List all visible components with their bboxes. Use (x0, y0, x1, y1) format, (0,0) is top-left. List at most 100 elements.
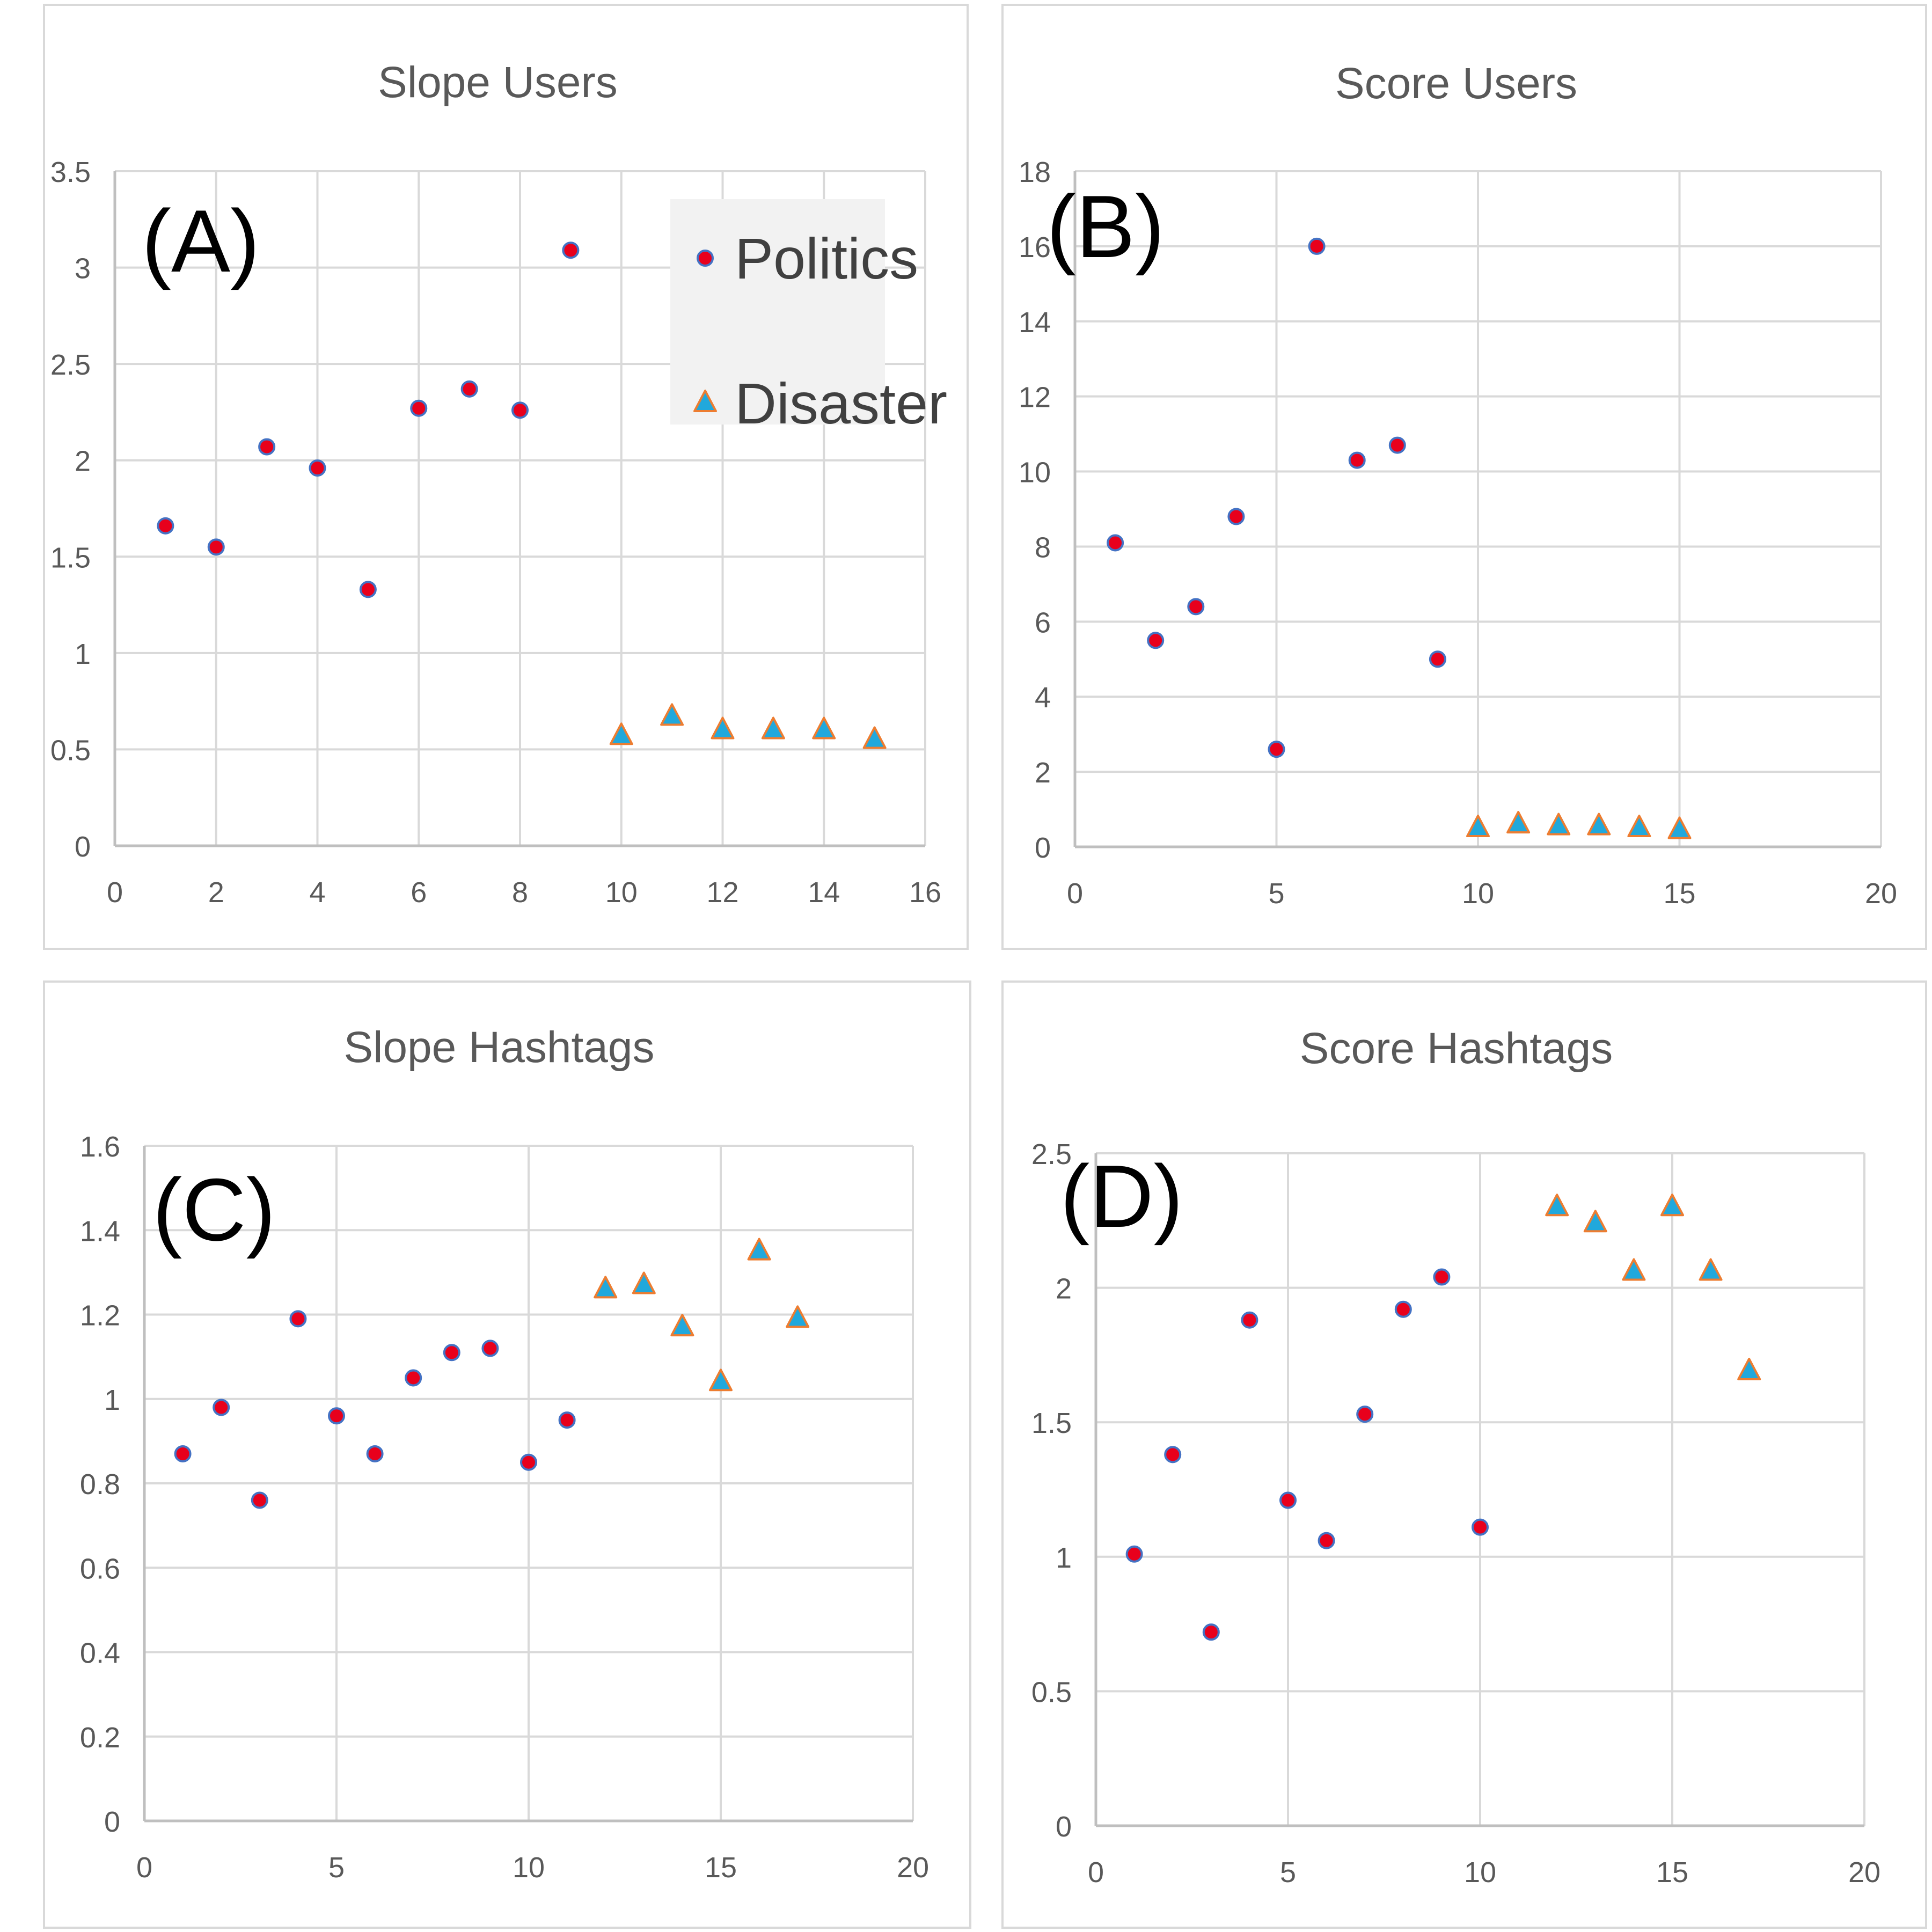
data-point (786, 1305, 810, 1328)
data-point (1699, 1258, 1723, 1281)
data-point (213, 1399, 230, 1416)
y-tick-label: 10 (1019, 457, 1051, 489)
y-tick-label: 2.5 (1031, 1138, 1072, 1170)
chart-panel-c: 0 0.2 0.4 0.6 0.8 1 1.2 1.4 1.6 0 5 10 15 20 Slope Has… (43, 980, 971, 1929)
y-tick-label: 0.4 (80, 1637, 120, 1670)
y-tick-label: 8 (1035, 531, 1051, 564)
data-point (1547, 813, 1571, 836)
data-point (1660, 1194, 1684, 1217)
series-disaster (1545, 1194, 1761, 1380)
data-point (1318, 1532, 1335, 1549)
x-tick-label: 15 (1663, 877, 1695, 910)
data-point (660, 703, 684, 726)
y-tick-label: 0 (104, 1806, 120, 1838)
x-tick-label: 14 (808, 876, 840, 909)
y-tick-label: 0 (75, 831, 91, 863)
chart-b-svg: 0 2 4 6 8 10 12 14 16 18 0 5 10 15 20 Score Users (B) (1019, 59, 1897, 910)
panel-letter: (B) (1046, 177, 1165, 276)
y-tick-label: 1 (1056, 1542, 1072, 1574)
x-tick-label: 10 (1462, 877, 1494, 910)
x-tick-label: 0 (1088, 1856, 1104, 1889)
x-tick-label: 15 (1656, 1856, 1688, 1889)
data-point (862, 726, 887, 749)
y-tick-label: 0.5 (50, 734, 91, 766)
x-tick-label: 10 (1464, 1856, 1496, 1889)
data-point (761, 716, 785, 740)
data-point (711, 716, 735, 740)
legend-label: Disaster (735, 371, 947, 436)
x-tick-label: 20 (897, 1851, 929, 1884)
data-point (366, 1445, 384, 1462)
x-tick-label: 5 (1268, 877, 1284, 910)
y-tick-label: 0 (1035, 832, 1051, 864)
chart-d-svg: 0 0.5 1 1.5 2 2.5 0 5 10 15 20 Score Hashtags (D) (1031, 1024, 1880, 1889)
data-point (1388, 436, 1406, 454)
data-point (309, 459, 326, 477)
data-point (1394, 1300, 1412, 1318)
chart-panel-a: 0 0.5 1 1.5 2 2.5 3 3.5 0 2 4 6 8 10 12 14 16 Slope Users… (43, 4, 969, 950)
y-tick-label: 3.5 (50, 156, 91, 188)
data-point (1187, 598, 1205, 616)
data-point (1583, 1210, 1607, 1233)
x-tick-label: 0 (1067, 877, 1083, 910)
x-tick-label: 16 (909, 876, 941, 909)
data-point (481, 1340, 499, 1357)
data-point (359, 581, 377, 598)
data-point (1147, 632, 1165, 649)
y-tick-label: 2 (1056, 1273, 1072, 1305)
x-tick-label: 5 (328, 1851, 345, 1884)
y-tick-label: 0.5 (1031, 1676, 1072, 1708)
panel-letter: (C) (152, 1160, 275, 1259)
data-point (1241, 1311, 1258, 1329)
data-point (1667, 816, 1692, 839)
y-tick-label: 0 (1056, 1811, 1072, 1843)
data-point (460, 380, 478, 398)
data-point (258, 438, 276, 456)
chart-a-svg: 0 0.5 1 1.5 2 2.5 3 3.5 0 2 4 6 8 10 12 14 16 Slope Users… (50, 58, 947, 909)
chart-title: Slope Users (378, 58, 618, 107)
series-politics (1107, 237, 1446, 758)
legend: Politics Disaster (670, 199, 947, 436)
data-point (174, 1445, 192, 1462)
y-tick-label: 1.6 (80, 1131, 120, 1163)
data-point (1472, 1518, 1489, 1536)
series-politics (174, 1310, 576, 1509)
data-point (1202, 1623, 1220, 1641)
x-tick-label: 0 (107, 876, 123, 909)
y-tick-label: 0.2 (80, 1722, 120, 1754)
data-point (1268, 741, 1285, 758)
series-politics (157, 241, 580, 598)
data-point (328, 1407, 345, 1425)
legend-marker-politics (697, 250, 714, 267)
data-point (1107, 534, 1124, 552)
data-point (1356, 1406, 1374, 1423)
data-point (1627, 815, 1651, 838)
y-tick-label: 1 (104, 1384, 120, 1416)
data-point (520, 1453, 537, 1471)
series-disaster (609, 703, 887, 749)
series-disaster (594, 1238, 810, 1392)
x-tick-label: 10 (513, 1851, 545, 1884)
data-point (1348, 451, 1366, 469)
data-point (1279, 1491, 1297, 1509)
series-disaster (1466, 811, 1692, 839)
x-tick-label: 2 (208, 876, 224, 909)
data-point (609, 722, 633, 745)
gridlines (1075, 170, 1882, 847)
data-point (1308, 237, 1326, 255)
gridlines (1096, 1152, 1865, 1826)
data-point (1433, 1268, 1451, 1286)
y-tick-label: 12 (1019, 382, 1051, 414)
data-point (1164, 1446, 1182, 1463)
data-point (594, 1276, 618, 1299)
y-tick-label: 0.8 (80, 1468, 120, 1501)
y-tick-label: 0.6 (80, 1553, 120, 1585)
x-tick-label: 12 (706, 876, 738, 909)
panel-letter: (A) (142, 192, 260, 290)
data-point (207, 538, 225, 556)
data-point (1622, 1258, 1646, 1281)
data-point (558, 1411, 576, 1429)
data-point (812, 716, 836, 740)
y-tick-label: 2 (1035, 757, 1051, 789)
data-point (632, 1271, 656, 1294)
